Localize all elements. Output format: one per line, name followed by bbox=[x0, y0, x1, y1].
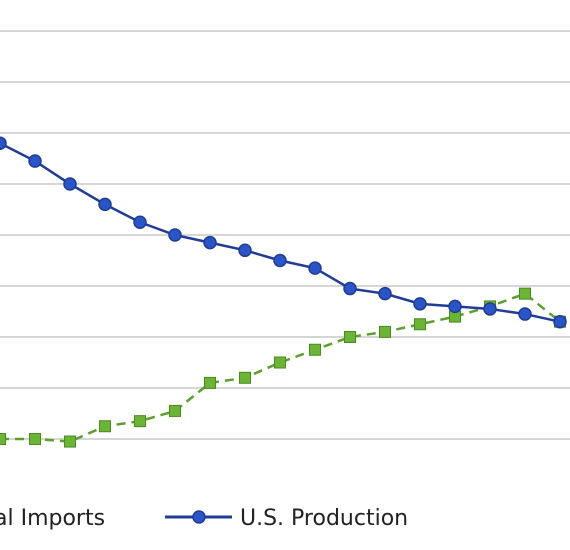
data-point-s0-1 bbox=[29, 433, 41, 445]
data-point-s1-8 bbox=[273, 253, 287, 268]
legend-label-imports: al Imports bbox=[0, 506, 105, 531]
data-point-s1-7 bbox=[238, 243, 252, 258]
series-layer bbox=[0, 136, 567, 448]
legend-marker-production bbox=[192, 510, 206, 524]
data-point-s0-12 bbox=[414, 318, 426, 331]
data-point-s0-3 bbox=[99, 420, 111, 433]
data-point-s1-16 bbox=[553, 314, 567, 329]
series-line-1 bbox=[0, 142, 561, 323]
gridlines bbox=[0, 30, 570, 440]
data-point-s0-8 bbox=[274, 356, 286, 369]
data-point-s0-2 bbox=[64, 435, 76, 448]
data-point-s1-12 bbox=[413, 297, 427, 311]
data-point-s1-3 bbox=[98, 197, 112, 212]
data-point-s1-14 bbox=[483, 302, 497, 316]
data-point-s1-13 bbox=[448, 299, 462, 314]
data-point-s1-1 bbox=[28, 154, 42, 168]
data-point-s0-4 bbox=[134, 415, 146, 428]
data-point-s1-0 bbox=[0, 136, 7, 150]
series-1 bbox=[0, 136, 567, 329]
data-point-s0-0 bbox=[0, 433, 6, 445]
data-point-s1-4 bbox=[133, 215, 147, 229]
data-point-s1-5 bbox=[168, 228, 182, 242]
legend: al Imports U.S. Production bbox=[0, 506, 408, 531]
data-point-s0-15 bbox=[519, 287, 531, 300]
data-point-s0-6 bbox=[204, 376, 216, 389]
data-point-s0-11 bbox=[379, 325, 391, 338]
series-line-0 bbox=[0, 292, 561, 443]
data-point-s1-15 bbox=[518, 307, 532, 321]
data-point-s1-9 bbox=[308, 261, 322, 275]
data-point-s0-9 bbox=[309, 343, 321, 356]
data-point-s0-5 bbox=[169, 404, 181, 417]
data-point-s1-10 bbox=[343, 281, 357, 296]
series-0 bbox=[0, 287, 566, 448]
data-point-s1-11 bbox=[378, 286, 392, 301]
data-point-s0-10 bbox=[344, 331, 356, 343]
data-point-s1-2 bbox=[63, 177, 77, 191]
data-point-s0-7 bbox=[239, 371, 251, 384]
data-point-s1-6 bbox=[203, 235, 217, 250]
legend-label-production: U.S. Production bbox=[240, 506, 408, 531]
